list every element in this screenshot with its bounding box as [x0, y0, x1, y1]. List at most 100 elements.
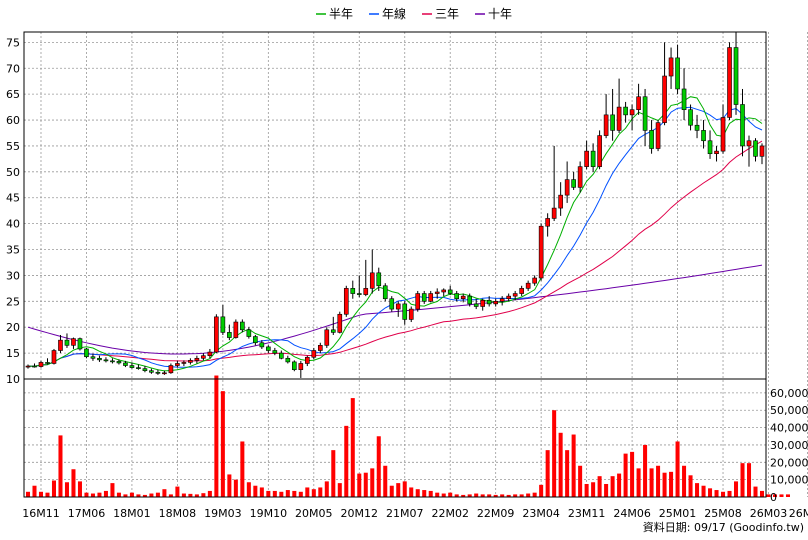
- candle-body: [642, 96, 648, 131]
- candlestick: [162, 370, 167, 375]
- candle-body: [175, 363, 180, 366]
- legend-item: 年線: [369, 6, 406, 21]
- candle-body: [51, 350, 57, 364]
- candlestick: [688, 104, 693, 131]
- volume-bar: [435, 492, 440, 497]
- volume-bar: [441, 493, 446, 497]
- candle-body: [220, 316, 226, 333]
- volume-bar: [350, 398, 355, 497]
- x-tick-label: 19M10: [250, 507, 288, 520]
- candlestick: [707, 130, 713, 159]
- three-year-ma-line: [27, 140, 763, 367]
- data-date-footer: 資料日期: 09/17 (Goodinfo.tw): [643, 520, 804, 534]
- volume-tick-label: 0: [770, 491, 777, 504]
- x-tick-label: 20M12: [341, 507, 379, 520]
- candle-body: [32, 365, 37, 368]
- candlestick: [759, 143, 765, 165]
- candle-body: [454, 293, 460, 300]
- candle-body: [434, 291, 440, 294]
- price-tick-label: 65: [6, 88, 20, 101]
- volume-tick-label: 10,000: [770, 474, 808, 487]
- candle-body: [753, 140, 758, 157]
- candlestick: [720, 104, 726, 154]
- candlestick: [740, 88, 745, 157]
- candle-body: [25, 365, 31, 368]
- price-tick-label: 40: [6, 218, 20, 231]
- chart-axes: 16M11 17M06 18M01 18M08 19M03 19M10 20M05 20M12…: [6, 31, 808, 520]
- candlestick: [727, 42, 732, 121]
- candlestick: [168, 363, 174, 374]
- volume-bar: [649, 468, 654, 497]
- candle-body: [376, 272, 382, 287]
- candle-body: [532, 277, 537, 284]
- candlestick: [38, 360, 44, 368]
- candle-body: [493, 301, 498, 305]
- annual-ma-line: [27, 106, 763, 368]
- volume-bar: [701, 485, 706, 497]
- x-tick-label: 23M04: [522, 507, 560, 520]
- candlestick: [590, 143, 596, 172]
- candle-body: [681, 88, 687, 110]
- candlestick: [480, 298, 486, 311]
- volume-bar: [604, 483, 609, 497]
- volume-bar: [220, 391, 225, 497]
- candle-body: [285, 357, 291, 363]
- volume-bar: [149, 493, 154, 497]
- candlestick: [564, 161, 570, 203]
- volume-bar: [259, 487, 264, 497]
- volume-bar: [110, 483, 115, 497]
- candle-body: [207, 351, 213, 356]
- candlestick: [714, 145, 719, 162]
- candle-body: [77, 338, 83, 350]
- x-tick-label: 16M11: [22, 507, 60, 520]
- legend-item: 十年: [475, 7, 512, 21]
- candle-body: [467, 295, 473, 305]
- candlestick: [214, 314, 219, 354]
- candle-body: [38, 362, 44, 367]
- volume-bar: [617, 473, 622, 497]
- candlestick: [240, 319, 245, 333]
- candlestick: [45, 358, 50, 365]
- candlestick: [395, 301, 401, 317]
- candlestick: [220, 304, 226, 335]
- x-tick-label: 23M11: [568, 507, 606, 520]
- candlestick: [259, 340, 265, 349]
- volume-bar: [409, 487, 414, 497]
- candlestick: [103, 357, 109, 363]
- candlestick: [610, 88, 615, 141]
- candle-body: [194, 357, 200, 361]
- volume-bar: [519, 494, 524, 497]
- candlestick: [603, 94, 609, 139]
- volume-bar: [526, 493, 531, 497]
- volume-bar: [721, 491, 726, 497]
- candlestick: [675, 44, 680, 95]
- price-tick-label: 15: [6, 347, 20, 360]
- candlestick: [597, 130, 602, 170]
- candlestick: [253, 334, 258, 346]
- volume-bar: [688, 475, 693, 497]
- volume-bar: [214, 375, 219, 497]
- volume-bar: [383, 465, 388, 497]
- volume-bar: [402, 481, 407, 497]
- candle-body: [311, 350, 317, 358]
- volume-bar: [656, 465, 661, 497]
- volume-bar: [168, 494, 173, 497]
- volume-bar: [545, 450, 550, 497]
- candle-body: [240, 321, 245, 331]
- volume-bar: [181, 493, 186, 497]
- candle-body: [356, 293, 362, 295]
- x-tick-label: 21M07: [386, 507, 424, 520]
- candle-body: [292, 361, 297, 370]
- candle-body: [480, 299, 486, 307]
- legend-label: 三年: [435, 7, 459, 21]
- candlestick: [51, 348, 57, 365]
- candlestick: [175, 360, 180, 368]
- volume-bar: [305, 487, 310, 497]
- candle-body: [701, 130, 706, 142]
- volume-bar: [597, 476, 602, 497]
- candle-body: [441, 289, 447, 293]
- candlestick: [441, 288, 447, 297]
- candle-body: [694, 124, 700, 131]
- candlestick: [571, 171, 576, 190]
- volume-bar: [454, 494, 459, 497]
